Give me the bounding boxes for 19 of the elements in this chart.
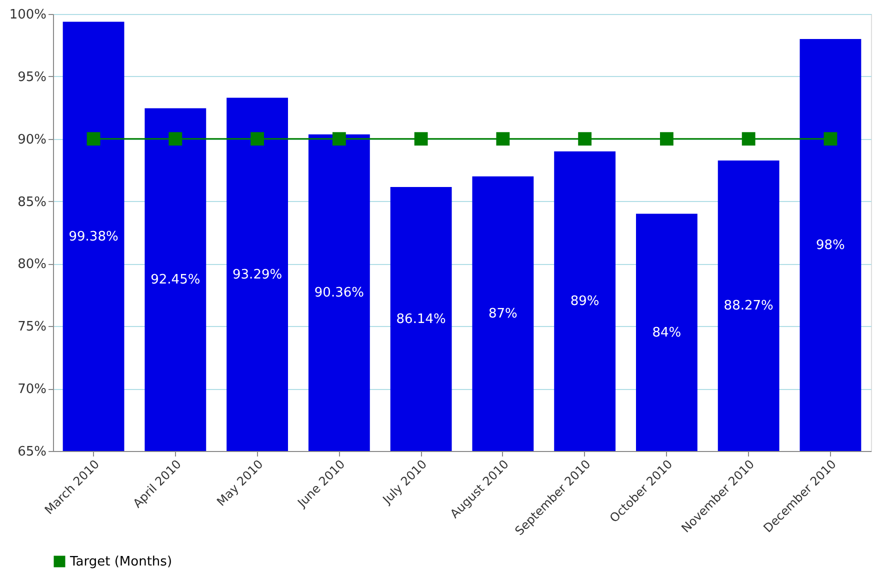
legend-label: Target (Months): [69, 554, 172, 570]
data-label: 99.38%: [68, 229, 118, 244]
y-tick-label: 90%: [18, 132, 46, 148]
y-tick-label: 80%: [18, 257, 46, 272]
data-label: 88.27%: [724, 298, 774, 314]
data-label: 84%: [652, 325, 682, 340]
data-label: 89%: [570, 294, 600, 310]
y-tick-label: 70%: [18, 382, 46, 398]
y-tick-label: 65%: [18, 444, 46, 460]
y-tick-label: 85%: [18, 194, 46, 210]
data-label: 90.36%: [314, 286, 364, 301]
data-label: 98%: [816, 238, 845, 253]
data-label: 87%: [488, 306, 518, 322]
y-tick-label: 95%: [18, 70, 46, 85]
data-label: 92.45%: [150, 272, 200, 288]
data-label: 93.29%: [232, 267, 282, 282]
y-tick-label: 75%: [18, 320, 46, 335]
y-tick-label: 100%: [9, 8, 46, 22]
data-label: 86.14%: [396, 312, 446, 328]
